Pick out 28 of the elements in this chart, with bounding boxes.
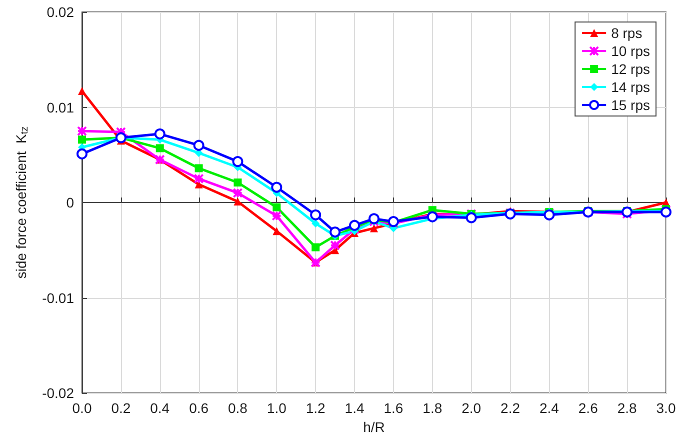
legend-label: 15 rps [611,97,650,113]
x-tick-label: 2.0 [462,400,482,416]
x-tick-label: 2.2 [500,400,520,416]
x-tick-label: 1.0 [266,400,287,416]
y-axis-title: side force coefficient Ktz [13,126,30,279]
y-tick-label: -0.02 [42,385,74,401]
legend-label: 10 rps [611,43,650,59]
y-tick-label: 0.02 [46,4,74,20]
x-tick-label: 1.8 [422,400,442,416]
y-tick-label: 0 [66,194,74,210]
y-tick-label: -0.01 [42,290,74,306]
legend-label: 8 rps [611,25,642,41]
x-tick-label: 2.8 [617,400,638,416]
legend-label: 14 rps [611,79,650,95]
x-tick-label: 3.0 [656,400,676,416]
x-tick-label: 0.6 [189,400,209,416]
y-tick-label: 0.01 [46,99,74,116]
x-tick-label: 0.4 [150,400,170,416]
legend-label: 12 rps [611,61,650,77]
x-tick-label: 2.6 [578,400,598,416]
x-tick-label: 1.2 [306,400,326,416]
x-tick-label: 0.8 [228,400,248,416]
x-axis-title: h/R [363,418,385,435]
x-tick-label: 0.0 [72,400,92,416]
x-tick-label: 1.4 [344,400,364,416]
x-tick-label: 1.6 [384,400,404,416]
x-tick-label: 2.4 [539,400,560,416]
x-tick-label: 0.2 [111,400,131,416]
